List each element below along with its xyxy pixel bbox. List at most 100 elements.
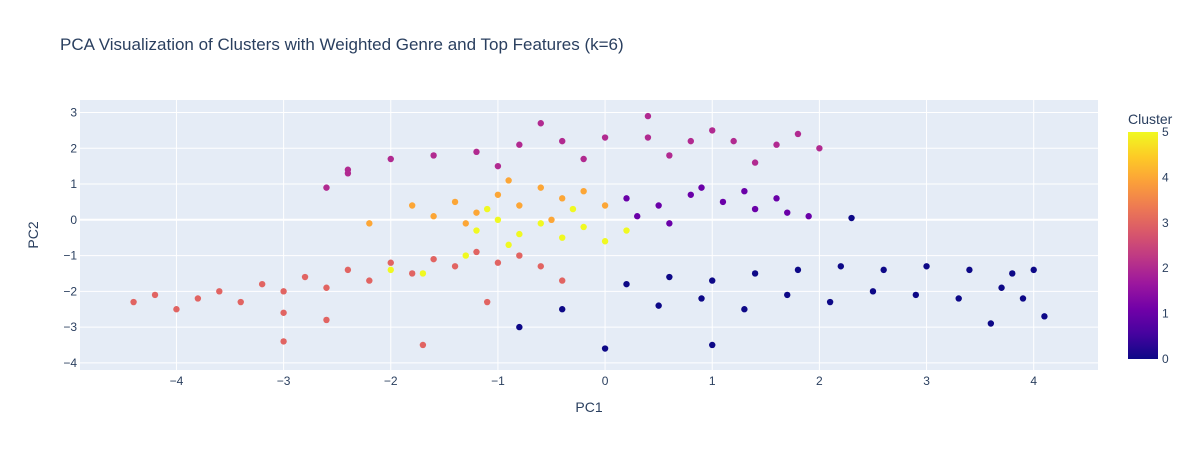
scatter-point-cluster-0 xyxy=(794,266,802,274)
scatter-point-cluster-3 xyxy=(280,309,287,316)
colorbar-tick-label: 5 xyxy=(1162,125,1169,139)
scatter-point-cluster-2 xyxy=(430,152,437,159)
scatter-point-cluster-4 xyxy=(430,213,437,220)
scatter-point-cluster-0 xyxy=(923,263,930,270)
scatter-point-cluster-2 xyxy=(644,112,652,120)
scatter-point-cluster-0 xyxy=(880,266,887,274)
x-tick-label: 0 xyxy=(602,374,609,388)
scatter-point-cluster-2 xyxy=(794,130,802,138)
y-tick-label: −2 xyxy=(63,284,77,298)
scatter-point-cluster-2 xyxy=(730,137,737,145)
scatter-point-cluster-2 xyxy=(709,127,716,134)
scatter-point-cluster-2 xyxy=(773,141,780,148)
scatter-point-cluster-3 xyxy=(130,298,137,306)
scatter-point-cluster-4 xyxy=(601,202,609,209)
scatter-point-cluster-2 xyxy=(644,134,652,141)
scatter-point-cluster-0 xyxy=(666,273,673,281)
scatter-point-cluster-3 xyxy=(537,263,544,270)
scatter-point-cluster-1 xyxy=(698,184,705,191)
scatter-point-cluster-4 xyxy=(366,220,373,227)
scatter-point-cluster-2 xyxy=(751,159,759,166)
scatter-point-cluster-3 xyxy=(280,288,287,295)
y-tick-label: 0 xyxy=(70,213,77,227)
scatter-point-cluster-4 xyxy=(462,220,469,227)
colorbar-title: Cluster xyxy=(1128,111,1173,127)
scatter-point-cluster-4 xyxy=(548,216,555,224)
scatter-point-cluster-4 xyxy=(451,198,459,206)
scatter-point-cluster-0 xyxy=(601,345,609,352)
x-tick-label: 2 xyxy=(816,374,823,388)
scatter-point-cluster-2 xyxy=(687,137,694,145)
scatter-point-cluster-0 xyxy=(826,298,834,306)
scatter-point-cluster-2 xyxy=(666,152,673,159)
scatter-point-cluster-3 xyxy=(366,277,373,284)
scatter-point-cluster-1 xyxy=(751,205,759,213)
scatter-point-cluster-0 xyxy=(1030,266,1037,274)
scatter-point-cluster-3 xyxy=(194,295,202,302)
scatter-point-cluster-1 xyxy=(687,191,694,198)
scatter-point-cluster-5 xyxy=(462,252,469,259)
scatter-point-cluster-1 xyxy=(741,187,748,195)
scatter-point-cluster-1 xyxy=(773,195,780,202)
colorbar xyxy=(1128,132,1158,359)
scatter-point-cluster-0 xyxy=(848,214,855,222)
scatter-point-cluster-0 xyxy=(516,323,523,331)
scatter-point-cluster-2 xyxy=(516,141,523,148)
scatter-point-cluster-0 xyxy=(869,288,877,295)
scatter-point-cluster-3 xyxy=(258,280,266,288)
scatter-point-cluster-4 xyxy=(408,202,416,209)
scatter-point-cluster-0 xyxy=(1041,313,1048,320)
x-axis-title: PC1 xyxy=(575,399,602,415)
scatter-point-cluster-0 xyxy=(987,320,995,327)
scatter-point-cluster-0 xyxy=(1019,295,1027,302)
scatter-point-cluster-1 xyxy=(634,213,641,220)
scatter-point-cluster-3 xyxy=(516,252,523,259)
plot-area xyxy=(80,100,1098,370)
scatter-point-cluster-3 xyxy=(280,338,287,345)
x-tick-label: 4 xyxy=(1030,374,1037,388)
grid-lines xyxy=(80,100,1098,370)
scatter-point-cluster-0 xyxy=(559,306,566,313)
scatter-point-cluster-1 xyxy=(719,198,727,206)
scatter-point-cluster-2 xyxy=(601,134,609,141)
x-tick-label: −2 xyxy=(384,374,398,388)
scatter-point-cluster-3 xyxy=(323,316,330,324)
scatter-point-cluster-0 xyxy=(1009,270,1016,277)
scatter-point-cluster-1 xyxy=(623,195,630,202)
scatter-point-cluster-0 xyxy=(698,295,705,302)
colorbar-tick-label: 1 xyxy=(1162,307,1169,321)
scatter-point-cluster-1 xyxy=(805,213,812,220)
scatter-point-cluster-3 xyxy=(301,273,309,281)
scatter-point-cluster-4 xyxy=(494,191,502,198)
scatter-point-cluster-5 xyxy=(537,220,544,227)
scatter-point-cluster-4 xyxy=(537,184,544,191)
scatter-point-cluster-3 xyxy=(451,263,459,270)
scatter-point-cluster-3 xyxy=(494,259,502,266)
scatter-point-cluster-5 xyxy=(484,205,491,213)
scatter-point-cluster-4 xyxy=(516,202,523,209)
scatter-point-cluster-5 xyxy=(419,270,427,277)
scatter-point-cluster-3 xyxy=(419,341,427,349)
scatter-point-cluster-0 xyxy=(655,302,662,309)
scatter-point-cluster-5 xyxy=(473,227,480,234)
scatter-point-cluster-0 xyxy=(709,341,716,349)
scatter-point-cluster-0 xyxy=(623,280,630,288)
y-tick-label: 2 xyxy=(70,141,77,155)
scatter-point-cluster-2 xyxy=(816,145,823,152)
scatter-point-cluster-1 xyxy=(666,220,673,227)
scatter-point-cluster-3 xyxy=(151,291,159,299)
x-tick-label: −4 xyxy=(170,374,184,388)
scatter-point-cluster-0 xyxy=(955,295,962,302)
y-axis-title: PC2 xyxy=(25,221,41,248)
chart-title: PCA Visualization of Clusters with Weigh… xyxy=(60,35,624,54)
scatter-point-cluster-0 xyxy=(837,263,845,270)
scatter-point-cluster-2 xyxy=(387,155,394,163)
y-tick-label: −1 xyxy=(63,249,77,263)
scatter-point-cluster-4 xyxy=(580,187,587,195)
scatter-point-cluster-5 xyxy=(569,205,577,213)
scatter-point-cluster-0 xyxy=(784,291,791,299)
scatter-point-cluster-5 xyxy=(601,238,609,245)
scatter-point-cluster-1 xyxy=(784,209,791,216)
scatter-point-cluster-2 xyxy=(559,137,566,145)
